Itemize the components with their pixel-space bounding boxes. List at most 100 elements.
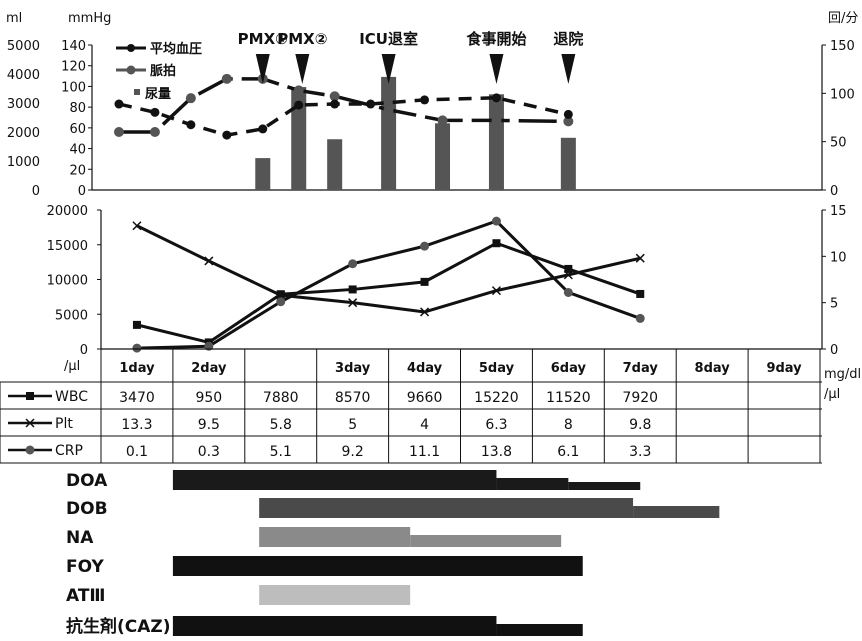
table-cell: 13.3 <box>121 417 152 433</box>
plt-point-b <box>563 270 573 280</box>
crp-plt-axis-ticks: 15 10 5 0 <box>822 204 847 358</box>
table-cell: 6.3 <box>485 417 507 433</box>
drug-bar <box>633 506 720 518</box>
pulse-point <box>437 115 448 126</box>
table-cell: 11.1 <box>409 444 440 460</box>
legend-urine-swatch <box>134 89 140 95</box>
ml-tick-label: 1000 <box>7 155 40 170</box>
ml-tick-label: 0 <box>32 184 40 199</box>
row-swatch-marker <box>25 445 35 455</box>
pulse-point <box>185 93 196 104</box>
mean-bp-point <box>258 124 268 134</box>
wbc-point <box>348 285 357 294</box>
table-grid <box>0 348 822 464</box>
legend-bp-marker <box>127 44 135 52</box>
plt-point <box>348 298 358 308</box>
urine-bar <box>381 76 397 190</box>
urine-bar <box>291 87 307 190</box>
wbc-tick-label: 10000 <box>47 274 88 289</box>
row-label: WBC <box>55 389 88 405</box>
mean-bp-point <box>186 120 196 130</box>
day-header: 4day <box>407 361 443 376</box>
event-label: PMX① <box>238 30 288 48</box>
drug-bar <box>568 482 641 490</box>
wbc-tick-label: 20000 <box>47 204 88 219</box>
table-cells: 3470 950 7880 8570 9660 15220 11520 7920 13.3 9.5… <box>119 390 658 460</box>
event-arrow <box>381 54 396 84</box>
plt-line <box>136 224 641 314</box>
table-cell: 5 <box>348 417 357 433</box>
table-row-labels: WBC Plt CRP <box>8 389 88 459</box>
ml-tick-label: 4000 <box>7 68 40 83</box>
right-tick-label: 0 <box>830 343 838 358</box>
plt-point-b <box>276 290 286 300</box>
plt-point-b <box>420 307 430 317</box>
table-cell: 8 <box>564 417 573 433</box>
table-cell: 7880 <box>263 390 299 406</box>
mmhg-tick-label: 140 <box>61 39 86 54</box>
drug-label: DOA <box>66 471 108 491</box>
crp-point <box>348 259 358 269</box>
table-cell: 9.2 <box>342 444 364 460</box>
legend-pulse-label: 脈拍 <box>150 63 176 79</box>
vitals-legend: 平均血圧 脈拍 尿量 <box>116 41 202 102</box>
wbc-tick-label: 5000 <box>55 308 88 323</box>
wbc-point <box>564 264 573 273</box>
pulse-point <box>329 91 340 102</box>
table-cell: 0.3 <box>198 444 220 460</box>
wbc-tick-label: 15000 <box>47 239 88 254</box>
table-day-headers: 1day 2day 3day 4day 5day 6day 7day 8day 9day <box>119 361 802 376</box>
table-cell: 11520 <box>546 390 591 406</box>
urine-bar <box>255 158 271 190</box>
crp-point <box>563 287 573 297</box>
right-unit-ul: /μl <box>824 387 840 402</box>
event-label: ICU退室 <box>359 30 418 48</box>
mean-bp-point <box>222 130 232 140</box>
wbc-point <box>420 277 429 286</box>
wbc-line <box>136 241 641 345</box>
ml-tick-label: 2000 <box>7 126 40 141</box>
table-cell: 0.1 <box>126 444 148 460</box>
mmhg-tick-label: 20 <box>69 163 86 178</box>
table-cell: 9.8 <box>629 417 651 433</box>
plt-point-b <box>132 221 142 231</box>
plt-point <box>491 286 501 296</box>
drug-bar <box>259 527 411 547</box>
drug-timeline: DOA DOB NA FOY ATⅢ 抗生剤(CAZ) <box>66 470 720 637</box>
ml-axis-ticks: 5000 4000 3000 2000 1000 0 <box>7 39 40 199</box>
mean-bp-point <box>330 99 340 109</box>
crp-point <box>635 313 645 323</box>
table-cell: 9660 <box>407 390 443 406</box>
mmhg-tick-label: 100 <box>61 80 86 95</box>
mmhg-tick-label: 80 <box>69 101 86 116</box>
lab-chart: 20000 15000 10000 5000 0 15 10 5 0 <box>47 204 847 358</box>
pulse-point <box>113 127 124 137</box>
event-label: PMX② <box>277 30 327 48</box>
event-label: 退院 <box>553 30 583 48</box>
day-header: 3day <box>335 361 371 376</box>
row-label: Plt <box>55 416 73 432</box>
wbc-point <box>132 320 141 329</box>
event-label: 食事開始 <box>466 30 526 48</box>
plt-point <box>420 307 430 317</box>
pulse-tick-label: 0 <box>830 184 838 199</box>
table-cell: 3470 <box>119 390 155 406</box>
lab-data-table: /μl mg/dl /μl 3470 950 7880 8570 9660 15220 11… <box>0 348 861 464</box>
wbc-point <box>636 289 645 298</box>
right-tick-label: 15 <box>830 204 847 219</box>
plt-point <box>276 290 286 300</box>
wbc-point <box>492 239 501 248</box>
day-header: 6day <box>551 361 587 376</box>
crp-point <box>276 297 286 307</box>
pulse-axis-ticks: 150 100 50 0 <box>822 39 855 199</box>
crp-point <box>491 216 501 226</box>
table-cell: 7920 <box>622 390 658 406</box>
mean-bp-point <box>366 99 376 109</box>
pulse-tick-label: 150 <box>830 39 855 54</box>
urine-bar <box>327 139 343 190</box>
wbc-axis-ticks: 20000 15000 10000 5000 0 <box>47 204 101 358</box>
table-cell: 5.1 <box>270 444 292 460</box>
event-arrow <box>561 54 576 84</box>
pulse-tick-label: 50 <box>830 136 847 151</box>
crp-point <box>420 241 430 251</box>
